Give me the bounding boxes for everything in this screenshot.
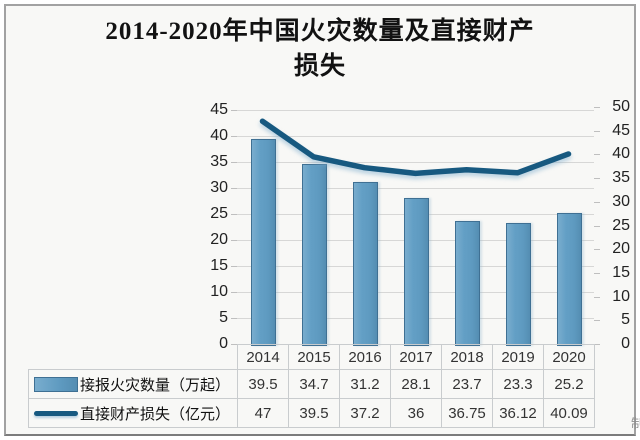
left-axis-label: 15 (210, 257, 228, 274)
value-cell: 36.75 (441, 398, 493, 428)
right-axis-tick (594, 178, 600, 180)
value-cell: 28.1 (390, 369, 442, 399)
right-axis-label: 50 (612, 98, 630, 115)
left-axis-tick (231, 136, 237, 137)
left-axis-tick (231, 292, 237, 293)
right-axis-tick (594, 201, 600, 203)
value-cell: 25.2 (543, 369, 595, 399)
left-axis-tick (231, 188, 237, 189)
right-axis-label: 25 (612, 216, 630, 234)
right-axis-tick (594, 344, 600, 345)
left-axis-tick (231, 266, 237, 267)
bar (302, 163, 327, 346)
right-axis-label: 5 (621, 311, 630, 329)
value-cell: 23.3 (492, 369, 544, 399)
legend-label-bars: 接报火灾数量（万起） (80, 376, 231, 394)
left-axis-tick (231, 214, 237, 215)
bar (455, 220, 480, 346)
right-axis-label: 20 (612, 240, 630, 258)
left-axis-label: 40 (210, 127, 228, 144)
left-axis-label: 25 (210, 205, 228, 222)
value-cell: 37.2 (339, 398, 391, 428)
value-cell: 36 (390, 398, 442, 428)
left-axis-label: 0 (219, 335, 228, 352)
right-axis-label: 45 (612, 121, 630, 139)
left-axis-tick (231, 344, 237, 345)
legend-row-bars: 接报火灾数量（万起） (28, 369, 238, 399)
trend-line (259, 118, 572, 177)
left-axis-label: 20 (210, 231, 228, 248)
value-cell: 39.5 (288, 398, 340, 428)
value-cell: 39.5 (237, 369, 289, 399)
year-cell: 2015 (288, 344, 340, 370)
right-axis-tick (594, 272, 600, 274)
year-cell: 2014 (237, 344, 289, 370)
right-axis-label: 15 (612, 263, 630, 281)
value-cell: 23.7 (441, 369, 493, 399)
right-axis-tick (594, 154, 600, 156)
left-axis-label: 45 (210, 101, 228, 118)
left-axis-label: 10 (210, 283, 228, 300)
right-axis-label: 30 (612, 192, 630, 210)
legend-bar-swatch (34, 376, 78, 392)
gridline (237, 162, 594, 163)
left-axis-tick (231, 240, 237, 241)
value-cell: 47 (237, 398, 289, 428)
right-axis-tick (594, 296, 600, 298)
right-axis-label: 0 (621, 335, 630, 352)
right-axis-label: 10 (612, 287, 630, 305)
right-axis-label: 40 (612, 145, 630, 163)
right-axis-tick (594, 130, 600, 132)
gridline (237, 188, 594, 189)
bar (404, 197, 429, 346)
year-cell: 2016 (339, 344, 391, 370)
left-axis-label: 35 (210, 153, 228, 170)
left-axis-label: 30 (210, 179, 228, 196)
chart-title-line2: 损失 (293, 53, 346, 80)
value-cell: 40.09 (543, 398, 595, 428)
legend-line-swatch (34, 410, 78, 416)
bar (353, 181, 378, 346)
bar (506, 222, 531, 346)
value-cell: 36.12 (492, 398, 544, 428)
right-axis-tick (594, 249, 600, 251)
left-axis-label: 5 (219, 309, 228, 326)
bar (557, 212, 582, 346)
legend-label-line: 直接财产损失（亿元） (80, 405, 231, 423)
right-axis-tick (594, 320, 600, 322)
year-cell: 2017 (390, 344, 442, 370)
value-cell: 31.2 (339, 369, 391, 399)
year-cell: 2020 (543, 344, 595, 370)
chart-title-line1: 2014-2020年中国火灾数量及直接财产 (105, 18, 535, 45)
trend-line-layer (259, 118, 572, 177)
left-axis-tick (231, 318, 237, 319)
value-cell: 34.7 (288, 369, 340, 399)
legend-row-line: 直接财产损失（亿元） (28, 398, 238, 428)
watermark-fragment: 制 (631, 416, 640, 431)
left-axis-tick (231, 110, 237, 111)
year-cell: 2018 (441, 344, 493, 370)
left-axis-tick (231, 162, 237, 163)
year-cell: 2019 (492, 344, 544, 370)
right-axis-label: 35 (612, 169, 630, 187)
right-axis-tick (594, 107, 600, 108)
right-axis-tick (594, 225, 600, 227)
bar (251, 138, 276, 346)
gridline (237, 110, 594, 111)
gridline (237, 136, 594, 137)
